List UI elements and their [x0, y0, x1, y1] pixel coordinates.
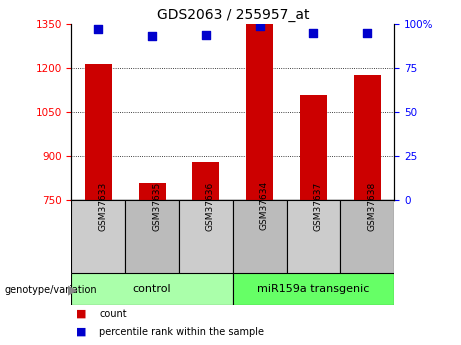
Text: ■: ■	[76, 309, 87, 319]
Text: GSM37636: GSM37636	[206, 181, 215, 230]
Point	[364, 30, 371, 36]
Text: GSM37638: GSM37638	[367, 181, 376, 230]
Text: percentile rank within the sample: percentile rank within the sample	[99, 327, 264, 337]
Point	[310, 30, 317, 36]
Text: genotype/variation: genotype/variation	[5, 285, 97, 295]
Bar	[354, 76, 381, 200]
FancyBboxPatch shape	[233, 273, 394, 305]
Text: control: control	[133, 284, 171, 294]
Bar	[246, 24, 273, 200]
Text: count: count	[99, 309, 127, 319]
Bar	[85, 64, 112, 200]
FancyBboxPatch shape	[287, 200, 340, 273]
Text: GSM37634: GSM37634	[260, 181, 269, 230]
Title: GDS2063 / 255957_at: GDS2063 / 255957_at	[157, 8, 309, 22]
Bar	[139, 183, 165, 200]
FancyBboxPatch shape	[71, 273, 233, 305]
Point	[202, 32, 210, 38]
Text: miR159a transgenic: miR159a transgenic	[257, 284, 370, 294]
Point	[256, 23, 263, 29]
Bar	[300, 95, 327, 200]
FancyBboxPatch shape	[233, 200, 287, 273]
FancyBboxPatch shape	[71, 200, 125, 273]
Text: GSM37635: GSM37635	[152, 181, 161, 230]
Text: GSM37637: GSM37637	[313, 181, 323, 230]
Point	[95, 27, 102, 32]
FancyBboxPatch shape	[125, 200, 179, 273]
FancyBboxPatch shape	[340, 200, 394, 273]
Point	[148, 34, 156, 39]
Text: GSM37633: GSM37633	[98, 181, 107, 230]
Bar	[193, 162, 219, 200]
Text: ■: ■	[76, 327, 87, 337]
FancyBboxPatch shape	[179, 200, 233, 273]
Text: ▶: ▶	[68, 283, 78, 296]
